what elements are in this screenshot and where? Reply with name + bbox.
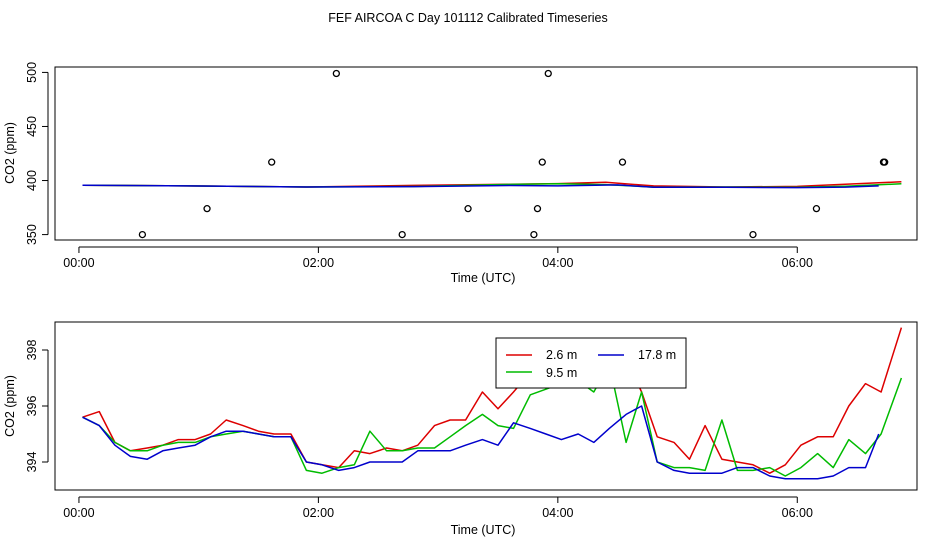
bottom-x-tick-label: 00:00 xyxy=(63,506,94,520)
bottom-x-axis-label: Time (UTC) xyxy=(451,523,516,537)
bottom-panel: 00:00 02:00 04:00 06:00 394 396 398 Time (UTC… xyxy=(3,321,918,537)
top-calibration-point xyxy=(268,158,276,166)
bottom-y-axis: 394 396 398 xyxy=(25,340,49,473)
top-calibration-point xyxy=(538,158,546,166)
top-y-tick-label: 400 xyxy=(25,170,39,191)
legend-label-9-5m: 9.5 m xyxy=(546,366,577,380)
bottom-x-tick-label: 02:00 xyxy=(303,506,334,520)
top-y-tick-label: 350 xyxy=(25,224,39,245)
legend-label-17-8m: 17.8 m xyxy=(638,348,676,362)
bottom-series-lines xyxy=(82,327,903,480)
top-panel: 00:00 02:00 04:00 06:00 350 400 450 500 Time (… xyxy=(3,62,918,285)
bottom-x-tick-label: 06:00 xyxy=(782,506,813,520)
top-y-axis: 350 400 450 500 xyxy=(25,62,49,245)
top-x-axis-label: Time (UTC) xyxy=(451,271,516,285)
bottom-x-tick-label: 04:00 xyxy=(542,506,573,520)
top-x-tick-label: 02:00 xyxy=(303,256,334,270)
top-calibration-points xyxy=(138,69,889,239)
top-calibration-point xyxy=(398,230,406,239)
bottom-y-axis-label: CO2 (ppm) xyxy=(3,375,17,437)
top-calibration-point xyxy=(533,204,542,213)
top-calibration-point xyxy=(203,204,211,213)
top-calibration-point xyxy=(749,230,757,239)
top-series-lines xyxy=(82,181,902,189)
top-calibration-point xyxy=(812,204,821,213)
top-x-axis: 00:00 02:00 04:00 06:00 xyxy=(63,246,813,270)
top-x-tick-label: 00:00 xyxy=(63,256,94,270)
top-x-tick-label: 06:00 xyxy=(782,256,813,270)
top-calibration-point xyxy=(618,158,627,166)
bottom-y-tick-label: 398 xyxy=(25,340,39,361)
bottom-x-axis: 00:00 02:00 04:00 06:00 xyxy=(63,496,813,520)
legend-label-2-6m: 2.6 m xyxy=(546,348,577,362)
top-calibration-point xyxy=(138,230,147,239)
top-x-tick-label: 04:00 xyxy=(542,256,573,270)
top-calibration-point xyxy=(544,69,552,78)
top-calibration-point xyxy=(530,230,538,239)
top-calibration-point xyxy=(332,69,340,78)
bottom-series-line-9-5-m xyxy=(82,363,903,477)
top-y-axis-label: CO2 (ppm) xyxy=(3,122,17,184)
top-calibration-point xyxy=(881,158,889,166)
bottom-y-tick-label: 396 xyxy=(25,396,39,417)
top-y-tick-label: 500 xyxy=(25,62,39,83)
top-series-line-17-8-m xyxy=(82,184,879,189)
legend-box xyxy=(495,337,687,389)
bottom-plot-frame xyxy=(54,321,918,491)
top-plot-frame xyxy=(54,66,918,241)
bottom-series-line-2-6-m xyxy=(82,327,903,474)
figure-title: FEF AIRCOA C Day 101112 Calibrated Times… xyxy=(328,11,608,25)
bottom-y-tick-label: 394 xyxy=(25,452,39,473)
bottom-series-line-17-8-m xyxy=(82,405,880,480)
top-y-tick-label: 450 xyxy=(25,116,39,137)
legend: 2.6 m 17.8 m 9.5 m xyxy=(495,337,687,389)
top-calibration-point xyxy=(464,204,472,213)
